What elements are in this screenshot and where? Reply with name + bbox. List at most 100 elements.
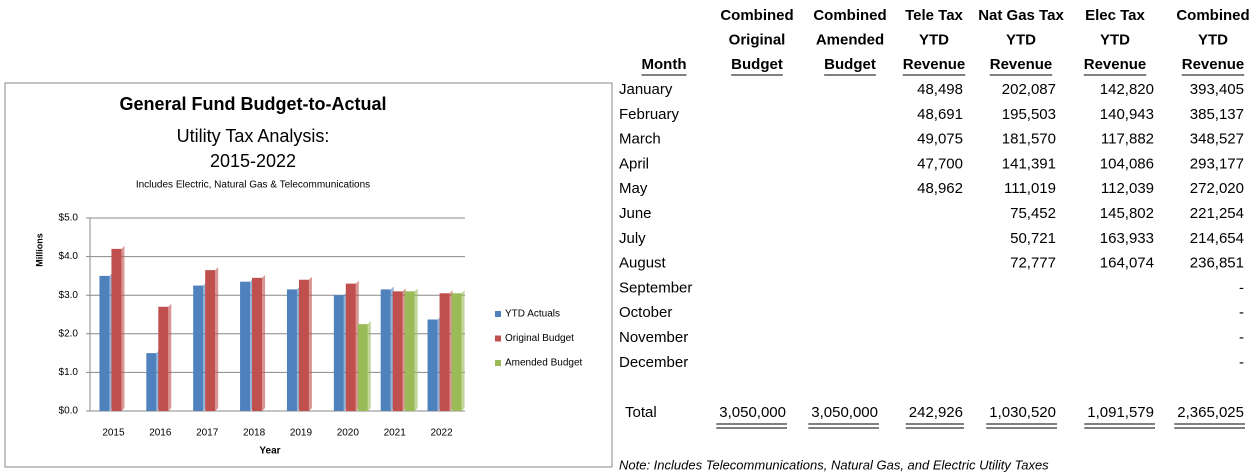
bar-side [414,288,418,411]
y-tick-label: $1.0 [59,367,79,378]
cell-value: - [1239,354,1244,371]
cell-value: 104,086 [1100,155,1154,172]
bar-side [461,290,465,411]
column-header: YTD [1006,31,1036,48]
row-label: September [619,279,692,296]
legend-swatch [495,360,501,366]
column-header: Budget [824,56,876,73]
row-label: June [619,205,652,222]
legend-label: YTD Actuals [505,309,560,320]
total-value: 3,050,000 [719,404,786,421]
row-label: October [619,304,672,321]
x-axis-label: Year [259,446,280,457]
cell-value: 181,570 [1002,131,1056,148]
y-tick-label: $2.0 [59,328,79,339]
chart-subtitle: Utility Tax Analysis: [177,126,330,146]
bar [205,270,216,411]
total-value: 242,926 [909,404,963,421]
cell-value: 236,851 [1190,255,1244,272]
column-header: Combined [720,7,793,24]
cell-value: 48,691 [917,106,963,123]
row-label: November [619,329,688,346]
bar [286,289,297,411]
column-header: Amended [816,31,884,48]
column-header: Combined [1176,7,1249,24]
cell-value: 48,962 [917,180,963,197]
row-label: January [619,81,673,98]
row-label: March [619,131,661,148]
column-header: Combined [813,7,886,24]
chart-annotation: Includes Electric, Natural Gas & Telecom… [136,180,370,191]
cell-value: 50,721 [1010,230,1056,247]
x-tick-label: 2019 [290,428,313,439]
row-label: April [619,155,649,172]
cell-value: 75,452 [1010,205,1056,222]
bar [146,353,157,411]
cell-value: - [1239,329,1244,346]
total-value: 3,050,000 [811,404,878,421]
chart-title: General Fund Budget-to-Actual [120,94,387,114]
bar [427,319,438,411]
y-tick-label: $0.0 [59,406,79,417]
cell-value: 72,777 [1010,255,1056,272]
column-header: Month [642,56,687,73]
row-label: February [619,106,680,123]
column-header: Revenue [903,56,966,73]
column-header: Budget [731,56,783,73]
cell-value: 272,020 [1190,180,1244,197]
cell-value: 348,527 [1190,131,1244,148]
column-header: Elec Tax [1085,7,1145,24]
cell-value: 112,039 [1101,180,1154,197]
row-label: July [619,230,646,247]
bar [298,279,309,411]
row-label: December [619,354,688,371]
cell-value: 117,882 [1101,131,1154,148]
x-tick-label: 2016 [149,428,172,439]
chart-subtitle: 2015-2022 [210,151,296,171]
x-tick-label: 2017 [196,428,219,439]
legend-label: Original Budget [505,333,574,344]
column-header: YTD [919,31,949,48]
cell-value: 49,075 [917,131,963,148]
column-header: Tele Tax [905,7,963,24]
table-note: Note: Includes Telecommunications, Natur… [619,457,1049,472]
x-tick-label: 2020 [337,428,360,439]
bar-side [308,276,312,411]
bar [345,283,356,411]
bar-side [215,267,219,411]
bar [99,275,110,411]
cell-value: 164,074 [1100,255,1154,272]
column-header: Original [729,31,786,48]
bar [252,277,263,411]
bar [333,295,344,411]
bar [451,293,462,411]
y-tick-label: $5.0 [59,213,79,224]
column-header: Nat Gas Tax [978,7,1064,24]
legend-label: Amended Budget [505,358,583,369]
bar [240,281,251,411]
bar-side [168,303,172,411]
cell-value: - [1239,279,1244,296]
y-tick-label: $3.0 [59,290,79,301]
column-header: Revenue [990,56,1053,73]
bar [404,291,415,411]
row-label: May [619,180,648,197]
legend-swatch [495,311,501,317]
bar-side [262,274,266,411]
column-header: YTD [1100,31,1130,48]
cell-value: 202,087 [1002,81,1056,98]
cell-value: 195,503 [1002,106,1056,123]
y-tick-label: $4.0 [59,251,79,262]
bar [193,285,204,411]
x-tick-label: 2015 [102,428,125,439]
cell-value: 385,137 [1190,106,1244,123]
bar [380,289,391,411]
column-header: Revenue [1182,56,1245,73]
column-header: YTD [1198,31,1228,48]
cell-value: - [1239,304,1244,321]
bar-side [121,245,125,411]
cell-value: 142,820 [1100,81,1154,98]
bar [392,291,403,411]
total-label: Total [625,404,657,421]
